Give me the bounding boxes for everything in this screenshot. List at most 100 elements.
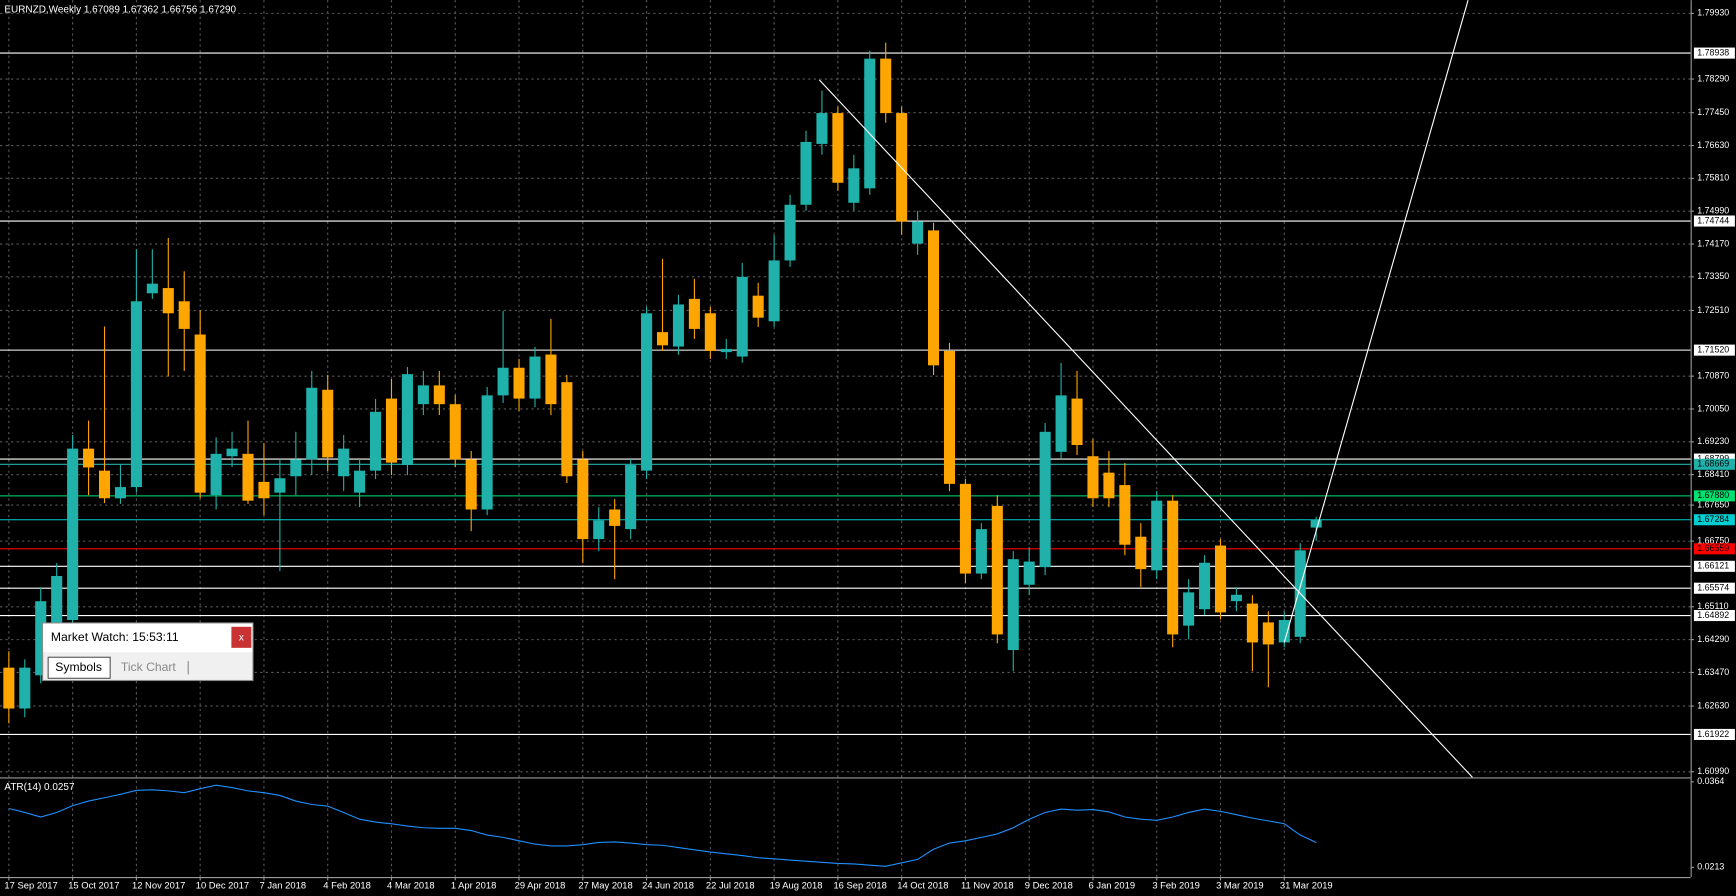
candle-body — [943, 350, 956, 484]
candle-body — [1246, 603, 1258, 643]
tab-label[interactable]: Tick Chart — [121, 660, 177, 674]
candle-body — [1310, 519, 1322, 528]
x-tick-label: 9 Dec 2018 — [1025, 879, 1073, 890]
level-label-box — [1693, 490, 1735, 502]
candle-body — [928, 230, 940, 366]
level-label: 1.66559 — [1697, 543, 1729, 553]
candle-body — [864, 58, 876, 189]
x-tick-label: 3 Feb 2019 — [1152, 879, 1200, 890]
y-tick-label: 1.75810 — [1697, 173, 1729, 183]
candle-body — [912, 221, 924, 244]
candle-body — [1007, 559, 1019, 651]
candle-body — [625, 465, 637, 530]
y-tick-label: 1.70870 — [1697, 370, 1729, 380]
y-tick-label: 1.73350 — [1697, 271, 1729, 281]
y-tick-label: 1.78290 — [1697, 73, 1729, 83]
level-label: 1.74744 — [1697, 215, 1729, 225]
x-tick-label: 7 Jan 2018 — [260, 879, 307, 890]
candle-body — [146, 283, 158, 294]
candle-body — [848, 168, 860, 203]
x-tick-label: 10 Dec 2017 — [196, 879, 249, 890]
candle-body — [290, 459, 302, 477]
close-button[interactable] — [231, 626, 252, 648]
close-button-label[interactable]: x — [239, 633, 244, 644]
level-label: 1.61922 — [1697, 729, 1729, 739]
candle-body — [83, 448, 95, 468]
candle-body — [67, 448, 79, 621]
candle-body — [401, 374, 413, 466]
level-label: 1.64892 — [1697, 610, 1729, 620]
x-tick-label: 29 Apr 2018 — [515, 879, 566, 890]
y-tick-label: 1.76630 — [1697, 140, 1729, 150]
candle-body — [768, 260, 780, 322]
candle-body — [1103, 472, 1115, 499]
level-label: 1.68669 — [1697, 459, 1729, 469]
candle-body — [449, 404, 461, 460]
candle-body — [35, 601, 47, 676]
candle-body — [513, 367, 525, 399]
x-tick-label: 15 Oct 2017 — [68, 879, 119, 890]
candle-body — [975, 529, 987, 574]
candles-layer — [3, 42, 1322, 724]
candle-body — [274, 478, 286, 493]
x-tick-label: 1 Apr 2018 — [451, 879, 497, 890]
x-tick-label: 3 Mar 2019 — [1216, 879, 1264, 890]
candle-body — [736, 276, 748, 357]
indicator-label: ATR(14) 0.0257 — [4, 782, 75, 793]
candle-body — [752, 295, 764, 318]
candle-body — [19, 667, 31, 709]
x-tick-label: 16 Sep 2018 — [833, 879, 886, 890]
candle-body — [1167, 500, 1179, 635]
tab-active[interactable] — [47, 656, 111, 679]
y-tick-label: 1.66750 — [1697, 535, 1729, 545]
x-tick-label: 22 Jul 2018 — [706, 879, 755, 890]
candle-body — [162, 288, 174, 314]
candle-body — [98, 470, 111, 499]
candle-body — [114, 487, 126, 499]
y-tick-label: 1.67650 — [1697, 499, 1729, 509]
y-tick-label: 1.79930 — [1697, 8, 1729, 18]
level-label: 1.66121 — [1697, 561, 1729, 571]
level-label: 1.67880 — [1697, 490, 1729, 500]
x-tick-label: 24 Jun 2018 — [642, 879, 694, 890]
candle-body — [385, 398, 398, 463]
level-label-box — [1693, 609, 1735, 622]
indicator-tick-label: 0.0364 — [1697, 776, 1724, 786]
candle-body — [1087, 456, 1099, 499]
market-watch-window: Market Watch: 15:53:11 x Symbols Tick Ch… — [42, 622, 254, 682]
level-label-box — [1693, 215, 1735, 227]
level-label: 1.71520 — [1697, 344, 1729, 354]
candle-body — [545, 354, 557, 405]
candle-body — [370, 411, 382, 471]
y-tick-label: 1.77450 — [1697, 107, 1729, 117]
y-tick-label: 1.68410 — [1697, 469, 1729, 479]
tab-label[interactable]: Symbols — [55, 660, 102, 674]
candle-body — [1262, 622, 1274, 645]
x-tick-label: 6 Jan 2019 — [1089, 879, 1136, 890]
candle-body — [1199, 562, 1211, 610]
candle-body — [354, 470, 366, 493]
candle-body — [641, 313, 653, 471]
candle-body — [991, 505, 1003, 635]
level-label: 1.65574 — [1697, 583, 1729, 593]
x-tick-label: 14 Oct 2018 — [897, 879, 948, 890]
candle-body — [178, 301, 190, 329]
candle-body — [433, 385, 445, 405]
trendline — [818, 79, 1473, 778]
candle-body — [1183, 592, 1195, 626]
candle-body — [1135, 536, 1147, 570]
x-tick-label: 11 Nov 2018 — [961, 879, 1014, 890]
level-label-box — [1693, 458, 1735, 470]
candle-body — [1023, 561, 1035, 585]
candle-body — [497, 367, 509, 396]
level-label: 1.67284 — [1697, 514, 1729, 524]
candle-body — [1151, 500, 1163, 571]
candle-body — [672, 304, 684, 347]
candle-body — [784, 204, 796, 261]
candle-body — [720, 348, 732, 353]
level-label-box — [1693, 514, 1735, 526]
candle-body — [800, 141, 812, 205]
trendline — [1283, 0, 1469, 643]
candle-body — [959, 483, 971, 574]
